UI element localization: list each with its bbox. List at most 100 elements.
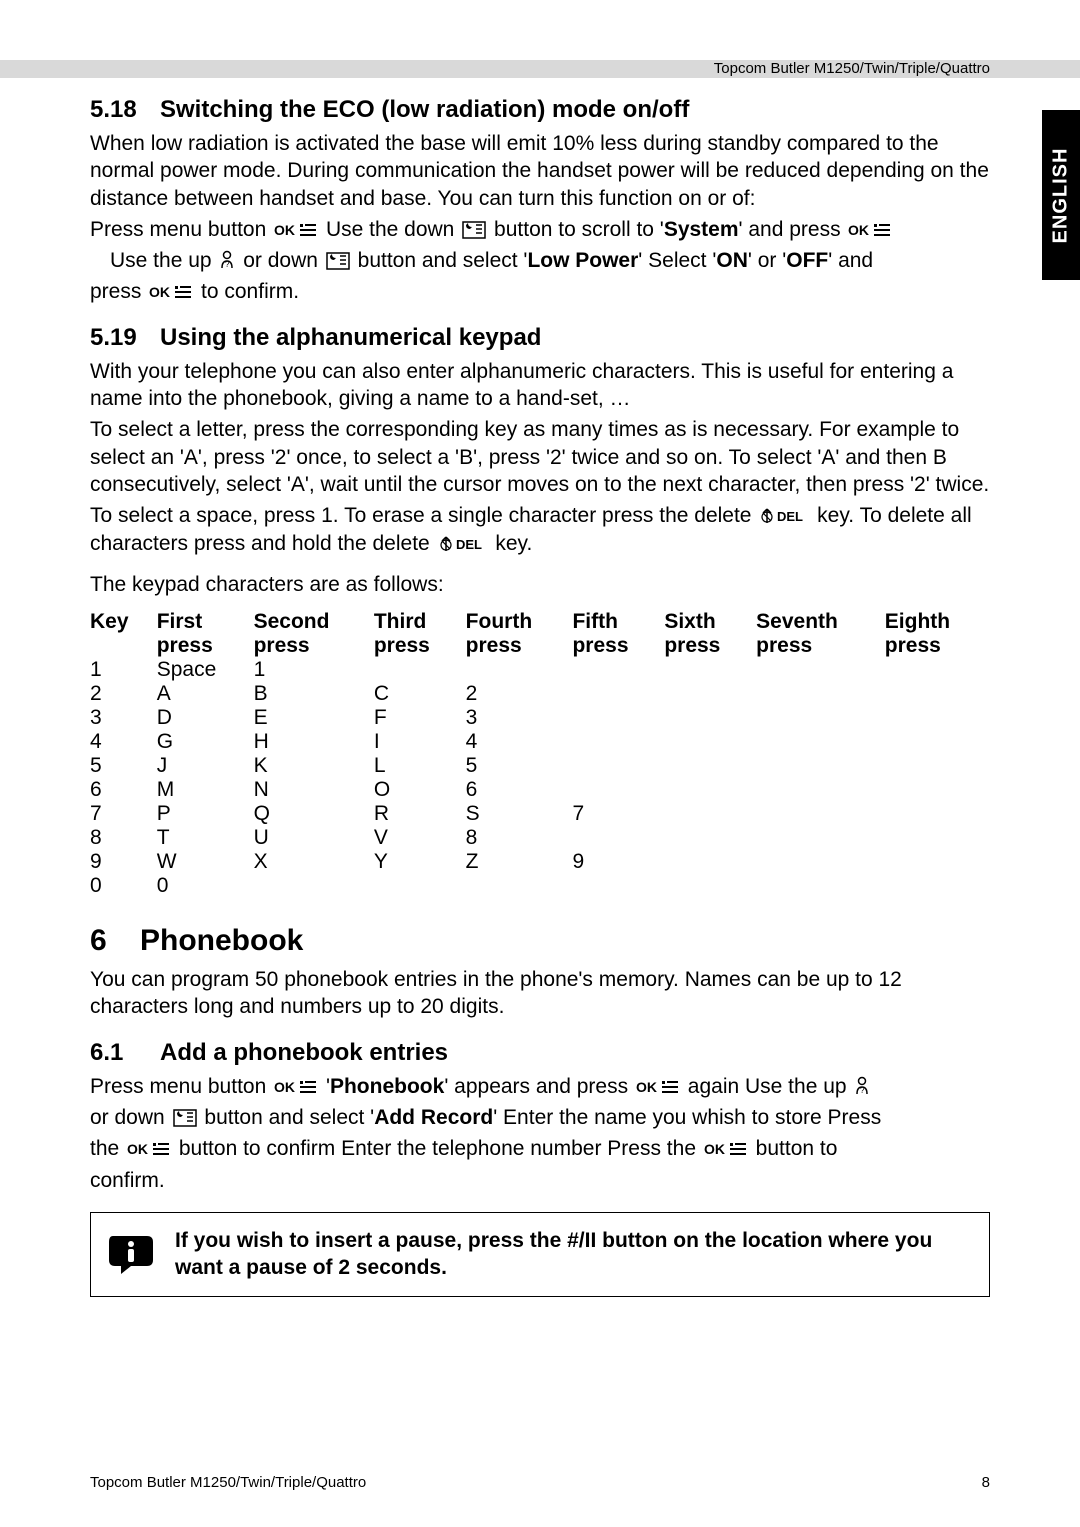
table-cell — [885, 658, 990, 682]
footer-page: 8 — [982, 1474, 990, 1491]
table-cell: Q — [254, 802, 374, 826]
table-cell — [756, 706, 885, 730]
table-cell: 0 — [157, 874, 254, 898]
p-518-4: press to confirm. — [90, 278, 990, 305]
table-cell — [664, 658, 756, 682]
table-row: 4GHI4 — [90, 730, 990, 754]
table-row: 3DEF3 — [90, 706, 990, 730]
th-2: Secondpress — [254, 610, 374, 658]
table-cell — [572, 658, 664, 682]
page-header-product: Topcom Butler M1250/Twin/Triple/Quattro — [714, 60, 990, 77]
table-cell: M — [157, 778, 254, 802]
ok-menu-icon — [704, 1140, 748, 1158]
table-cell: 9 — [572, 850, 664, 874]
table-cell: 9 — [90, 850, 157, 874]
table-cell: G — [157, 730, 254, 754]
table-cell — [664, 778, 756, 802]
footer-left: Topcom Butler M1250/Twin/Triple/Quattro — [90, 1474, 366, 1491]
table-cell: C — [374, 682, 466, 706]
table-cell: 2 — [90, 682, 157, 706]
table-cell: 6 — [466, 778, 573, 802]
table-cell: N — [254, 778, 374, 802]
table-row: 8TUV8 — [90, 826, 990, 850]
ok-menu-icon — [274, 1078, 318, 1096]
table-cell — [756, 754, 885, 778]
table-cell — [885, 826, 990, 850]
keypad-table: Key Firstpress Secondpress Thirdpress Fo… — [90, 610, 990, 898]
table-cell — [756, 850, 885, 874]
table-cell — [572, 826, 664, 850]
up-person-icon — [854, 1076, 870, 1096]
table-cell — [885, 682, 990, 706]
table-cell — [885, 706, 990, 730]
down-phone-icon — [462, 221, 486, 239]
p-519-4: The keypad characters are as follows: — [90, 571, 990, 598]
table-cell: I — [374, 730, 466, 754]
p-6-intro: You can program 50 phonebook entries in … — [90, 966, 990, 1021]
table-cell — [664, 754, 756, 778]
table-cell — [572, 874, 664, 898]
table-cell: D — [157, 706, 254, 730]
table-cell: 1 — [90, 658, 157, 682]
table-cell: A — [157, 682, 254, 706]
table-cell — [885, 778, 990, 802]
p-61-2: or down button and select 'Add Record' E… — [90, 1104, 990, 1131]
table-cell — [664, 874, 756, 898]
table-cell: 3 — [90, 706, 157, 730]
table-cell: 7 — [572, 802, 664, 826]
table-cell: Space — [157, 658, 254, 682]
table-cell — [885, 850, 990, 874]
table-cell: 4 — [90, 730, 157, 754]
p-61-1: Press menu button 'Phonebook' appears an… — [90, 1073, 990, 1100]
table-cell: X — [254, 850, 374, 874]
table-cell: B — [254, 682, 374, 706]
table-cell: R — [374, 802, 466, 826]
ok-menu-icon — [848, 221, 892, 239]
p-519-1: With your telephone you can also enter a… — [90, 358, 990, 413]
table-cell — [664, 826, 756, 850]
table-cell — [572, 706, 664, 730]
table-cell: J — [157, 754, 254, 778]
table-cell: H — [254, 730, 374, 754]
ok-menu-icon — [149, 283, 193, 301]
del-icon — [759, 507, 809, 525]
th-4: Fourthpress — [466, 610, 573, 658]
table-cell — [254, 874, 374, 898]
table-cell: K — [254, 754, 374, 778]
th-8: Eighthpress — [885, 610, 990, 658]
table-cell: 8 — [466, 826, 573, 850]
th-6: Sixthpress — [664, 610, 756, 658]
table-cell: 3 — [466, 706, 573, 730]
table-cell — [756, 730, 885, 754]
p-61-3: the button to confirm Enter the telephon… — [90, 1135, 990, 1162]
heading-5-19: 5.19Using the alphanumerical keypad — [90, 324, 990, 352]
table-cell — [664, 706, 756, 730]
table-cell — [756, 826, 885, 850]
note-box: If you wish to insert a pause, press the… — [90, 1212, 990, 1297]
table-row: 7PQRS7 — [90, 802, 990, 826]
heading-6-1: 6.1Add a phonebook entries — [90, 1039, 990, 1067]
table-cell: 2 — [466, 682, 573, 706]
table-row: 5JKL5 — [90, 754, 990, 778]
info-icon — [107, 1230, 155, 1278]
p-519-3: To select a space, press 1. To erase a s… — [90, 502, 990, 557]
table-cell — [664, 850, 756, 874]
p-61-4: confirm. — [90, 1167, 990, 1194]
table-cell: 0 — [90, 874, 157, 898]
ok-menu-icon — [274, 221, 318, 239]
table-cell — [885, 730, 990, 754]
table-row: 9WXYZ9 — [90, 850, 990, 874]
table-cell — [756, 802, 885, 826]
p-518-1: When low radiation is activated the base… — [90, 130, 990, 212]
table-row: 2ABC2 — [90, 682, 990, 706]
down-phone-icon — [173, 1109, 197, 1127]
p-518-3: Use the up or down button and select 'Lo… — [90, 247, 990, 274]
table-cell: S — [466, 802, 573, 826]
up-person-icon — [219, 250, 235, 270]
table-cell: P — [157, 802, 254, 826]
down-phone-icon — [326, 252, 350, 270]
table-cell — [572, 778, 664, 802]
table-cell: T — [157, 826, 254, 850]
table-cell: Z — [466, 850, 573, 874]
language-tab: ENGLISH — [1042, 110, 1080, 280]
